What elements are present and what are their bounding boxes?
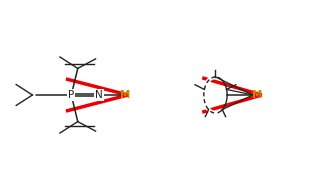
Text: M: M bbox=[120, 90, 130, 100]
Text: N: N bbox=[95, 90, 103, 100]
Text: M: M bbox=[252, 90, 263, 100]
Text: P: P bbox=[68, 90, 75, 100]
